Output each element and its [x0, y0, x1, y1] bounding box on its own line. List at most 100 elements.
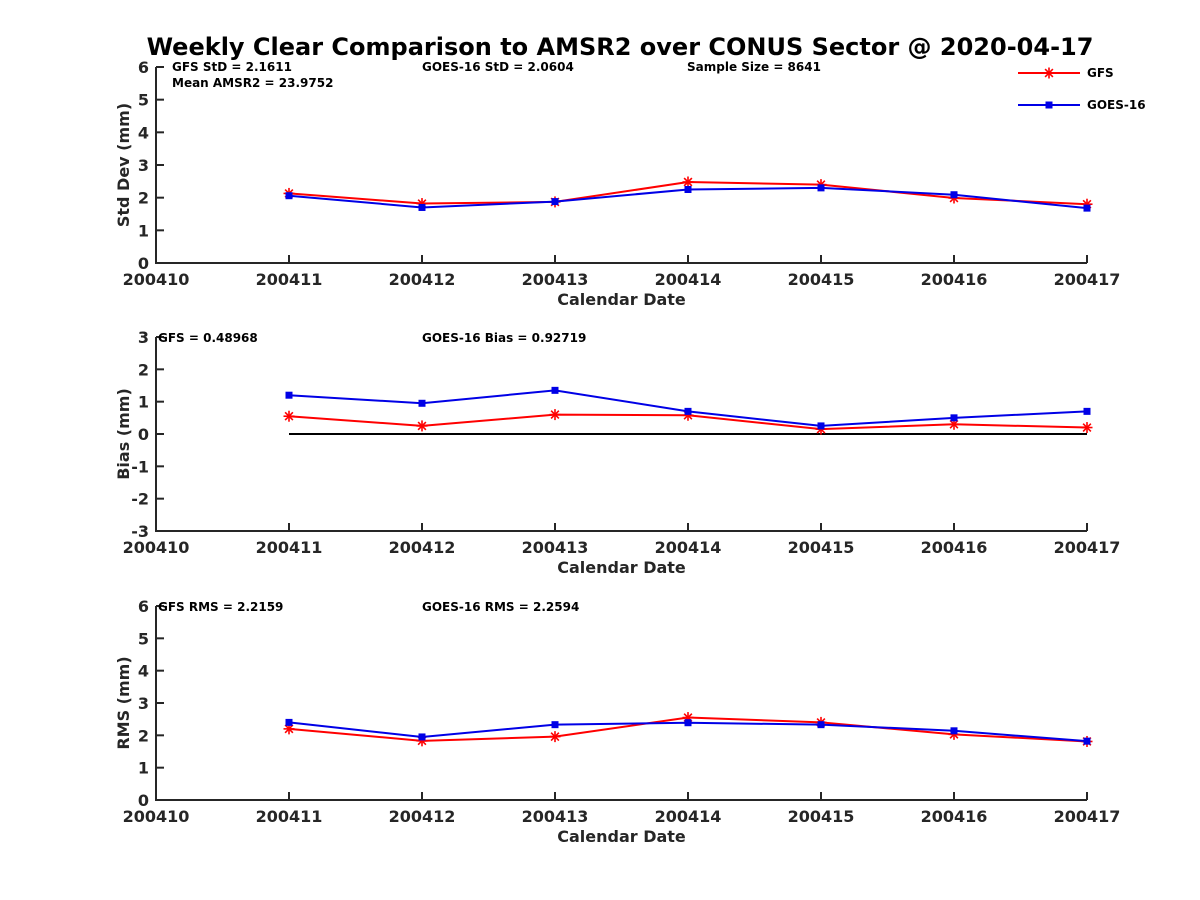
data-point-goes-16 [950, 414, 958, 422]
y-tick-label: 5 [138, 91, 149, 110]
x-tick-label: 200417 [1054, 270, 1121, 289]
y-tick-label: 4 [138, 123, 149, 142]
x-tick-label: 200411 [256, 538, 323, 557]
data-point-gfs-stroke [949, 419, 959, 429]
x-tick-label: 200412 [389, 807, 456, 826]
x-tick-label: 200413 [522, 807, 589, 826]
y-axis-label: RMS (mm) [114, 656, 133, 749]
data-point-goes-16 [684, 407, 692, 415]
y-tick-label: 1 [138, 759, 149, 778]
annotation: GOES-16 StD = 2.0604 [422, 60, 574, 74]
y-tick-label: 0 [138, 254, 149, 273]
data-point-goes-16 [684, 719, 692, 727]
x-tick-label: 200415 [788, 807, 855, 826]
x-tick-label: 200411 [256, 807, 323, 826]
y-tick-label: 3 [138, 156, 149, 175]
data-point-gfs-stroke [284, 411, 294, 421]
y-tick-label: 5 [138, 629, 149, 648]
data-point-gfs [1081, 422, 1093, 434]
data-point-gfs-stroke [550, 410, 560, 420]
annotation: Mean AMSR2 = 23.9752 [172, 76, 333, 90]
x-tick-label: 200416 [921, 538, 988, 557]
x-tick-label: 200413 [522, 538, 589, 557]
legend-marker [1043, 67, 1055, 79]
data-point-gfs-stroke [550, 732, 560, 742]
y-tick-label: 2 [138, 360, 149, 379]
x-axis-label: Calendar Date [557, 558, 686, 577]
legend-marker [1045, 101, 1053, 109]
data-point-goes-16 [1083, 407, 1091, 415]
data-point-gfs-stroke [1082, 423, 1092, 432]
y-tick-label: 0 [138, 425, 149, 444]
data-point-goes-16 [817, 422, 825, 430]
y-tick-label: 2 [138, 189, 149, 208]
data-point-goes-16 [551, 721, 559, 729]
legend-entry-gfs: GFS [1018, 66, 1114, 80]
data-point-goes-16 [418, 203, 426, 211]
y-tick-label: 6 [138, 58, 149, 77]
data-point-gfs-stroke [284, 724, 294, 734]
x-tick-label: 200414 [655, 270, 722, 289]
data-point-goes-16 [285, 391, 293, 399]
x-tick-label: 200416 [921, 270, 988, 289]
y-axis-label: Bias (mm) [114, 388, 133, 480]
data-point-gfs-stroke [417, 421, 427, 431]
data-point-gfs [283, 410, 295, 422]
annotation: GFS StD = 2.1611 [172, 60, 292, 74]
x-tick-label: 200410 [123, 270, 190, 289]
data-point-goes-16 [1083, 737, 1091, 745]
legend-entry-goes-16: GOES-16 [1018, 98, 1146, 112]
x-tick-label: 200415 [788, 270, 855, 289]
x-axis-label: Calendar Date [557, 290, 686, 309]
x-tick-label: 200417 [1054, 807, 1121, 826]
x-axis-label: Calendar Date [557, 827, 686, 846]
y-axis-label: Std Dev (mm) [114, 103, 133, 227]
annotation: GFS = 0.48968 [158, 331, 258, 345]
data-point-goes-16 [684, 186, 692, 193]
panel-2: 200410 200411 200412 200413 200414 200415 2004… [114, 328, 1120, 577]
annotation: GOES-16 Bias = 0.92719 [422, 331, 586, 345]
x-tick-label: 200413 [522, 270, 589, 289]
data-point-goes-16 [1083, 204, 1091, 212]
y-tick-label: 6 [138, 597, 149, 616]
y-tick-label: 4 [138, 662, 149, 681]
panels: 200410 200411 200412 200413 200414 200415 2004… [114, 58, 1120, 846]
data-point-goes-16 [950, 191, 958, 199]
y-tick-label: -1 [131, 457, 149, 476]
data-point-goes-16 [285, 718, 293, 726]
y-tick-label: -2 [131, 490, 149, 509]
panel-1: 200410 200411 200412 200413 200414 200415 2004… [114, 58, 1120, 309]
x-tick-label: 200414 [655, 538, 722, 557]
legend-label: GOES-16 [1087, 98, 1146, 112]
x-tick-label: 200410 [123, 807, 190, 826]
data-point-goes-16 [418, 733, 426, 741]
x-tick-label: 200410 [123, 538, 190, 557]
y-tick-label: 1 [138, 221, 149, 240]
data-point-gfs [416, 420, 428, 432]
data-point-gfs [549, 731, 561, 743]
data-point-goes-16 [950, 727, 958, 735]
chart-title: Weekly Clear Comparison to AMSR2 over CO… [147, 33, 1094, 61]
data-point-goes-16 [551, 198, 559, 206]
data-point-goes-16 [817, 721, 825, 729]
legend-label: GFS [1087, 66, 1114, 80]
x-tick-label: 200414 [655, 807, 722, 826]
data-point-goes-16 [285, 192, 293, 200]
data-point-goes-16 [418, 399, 426, 407]
x-tick-label: 200412 [389, 270, 456, 289]
y-tick-label: 1 [138, 393, 149, 412]
data-point-gfs-stroke [683, 177, 693, 187]
y-tick-label: 2 [138, 726, 149, 745]
x-tick-label: 200412 [389, 538, 456, 557]
legend-marker-stroke [1044, 68, 1054, 78]
annotation: Sample Size = 8641 [687, 60, 821, 74]
axes [155, 606, 1087, 801]
data-point-goes-16 [817, 184, 825, 192]
x-tick-label: 200416 [921, 807, 988, 826]
annotation: GOES-16 RMS = 2.2594 [422, 600, 579, 614]
data-point-goes-16 [551, 386, 559, 394]
data-point-gfs [549, 409, 561, 421]
x-tick-label: 200411 [256, 270, 323, 289]
y-tick-label: -3 [131, 522, 149, 541]
